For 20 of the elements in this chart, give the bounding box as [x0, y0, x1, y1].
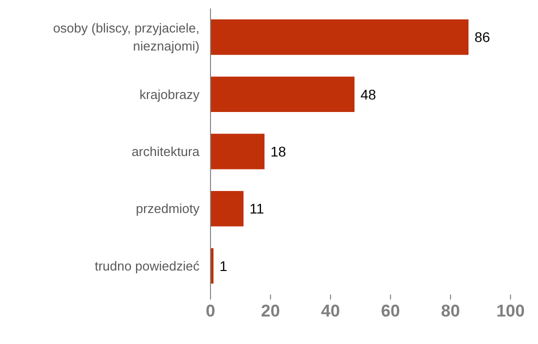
y-tick-label: przedmioty — [136, 201, 200, 216]
bar — [210, 190, 244, 226]
y-tick-label: krajobrazy — [140, 86, 200, 102]
data-label: 1 — [220, 258, 228, 274]
y-tick-label: osoby (bliscy, przyjaciele, nieznajomi) — [53, 20, 200, 54]
y-tick-label: architektura — [132, 144, 200, 159]
y-tick-label: trudno powiedzieć — [94, 258, 200, 274]
bar — [210, 134, 264, 170]
data-label: 86 — [474, 29, 490, 46]
bar — [210, 19, 468, 55]
x-tick-label: 20 — [261, 302, 280, 320]
x-tick-label: 60 — [381, 302, 400, 320]
data-label: 18 — [270, 144, 286, 160]
x-tick-label: 100 — [496, 302, 525, 320]
data-label: 48 — [360, 86, 376, 102]
data-label: 11 — [250, 200, 264, 217]
x-tick-label: 0 — [206, 302, 216, 320]
bar — [210, 76, 354, 112]
x-tick-label: 80 — [441, 302, 460, 320]
x-tick-label: 40 — [321, 302, 340, 320]
